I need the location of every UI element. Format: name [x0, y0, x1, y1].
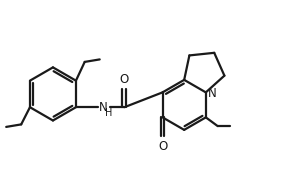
Text: O: O	[120, 73, 129, 86]
Text: H: H	[105, 108, 113, 118]
Text: O: O	[158, 140, 167, 153]
Text: N: N	[99, 101, 108, 114]
Text: N: N	[208, 87, 217, 100]
